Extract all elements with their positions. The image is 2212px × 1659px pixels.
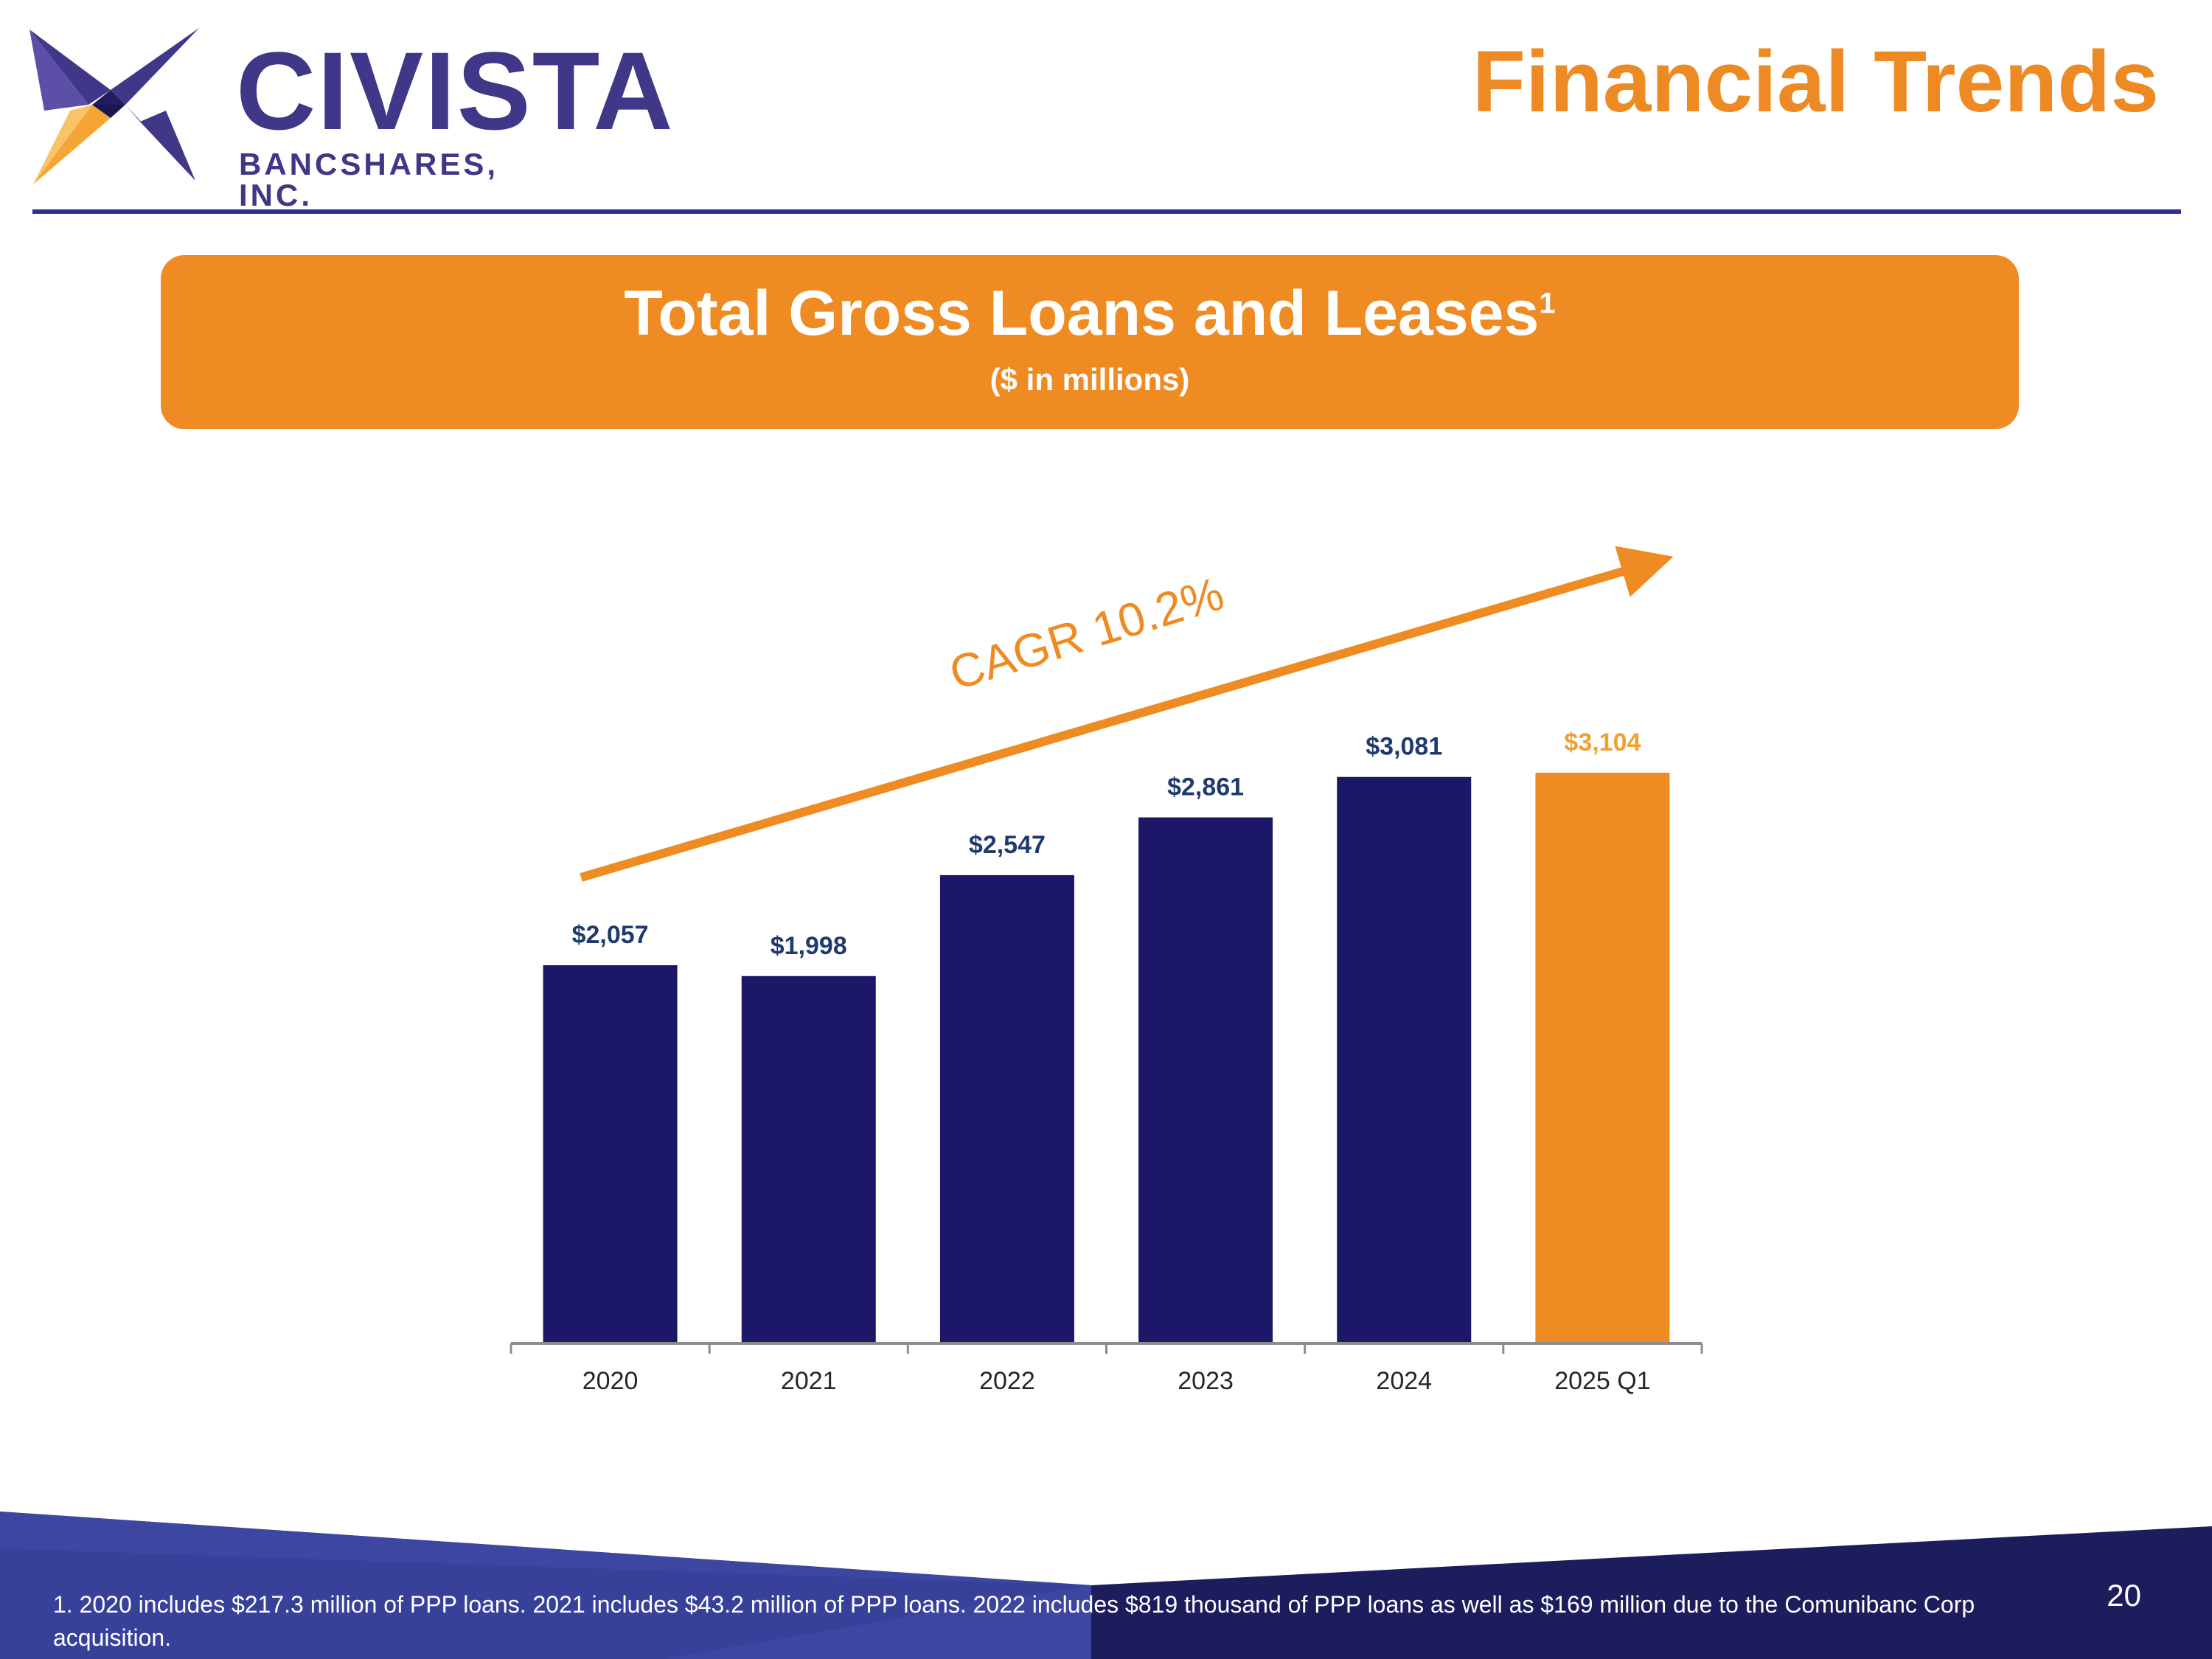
- cagr-label: CAGR 10.2%: [943, 566, 1229, 700]
- x-tick-label: 2021: [781, 1367, 837, 1395]
- data-label: $3,104: [1564, 728, 1641, 757]
- x-tick-label: 2020: [582, 1367, 639, 1395]
- bar-2020: [543, 965, 678, 1343]
- chart-subtitle: ($ in millions): [990, 362, 1190, 397]
- x-tick-label: 2025 Q1: [1554, 1367, 1650, 1395]
- x-tick-label: 2023: [1178, 1367, 1234, 1395]
- bar-2023: [1138, 817, 1273, 1343]
- chart-title-banner: Total Gross Loans and Leases1 ($ in mill…: [161, 255, 2019, 429]
- x-tick-label: 2024: [1376, 1367, 1432, 1395]
- footer-band: [0, 1512, 2212, 1659]
- chart-title-text: Total Gross Loans and Leases: [624, 278, 1540, 349]
- bar-2024: [1337, 776, 1472, 1343]
- footnote: 1. 2020 includes $217.3 million of PPP l…: [53, 1591, 1975, 1651]
- data-label: $3,081: [1366, 733, 1442, 761]
- title-divider: [32, 209, 2181, 214]
- data-label: $2,861: [1167, 773, 1244, 801]
- chart-title: Total Gross Loans and Leases1: [161, 282, 2019, 345]
- data-label: $2,057: [572, 921, 649, 949]
- page-number: 20: [2107, 1578, 2141, 1613]
- company-logo: CIVISTA BANCSHARES, INC.: [29, 22, 673, 211]
- bar-chart: CAGR 10.2% $2,057 $1,998 $2,547 $2,861 $3,08…: [509, 546, 1703, 1395]
- footnote-marker: 1: [1539, 287, 1556, 320]
- bar-2025-q1: [1535, 773, 1670, 1343]
- data-label: $2,547: [969, 831, 1046, 859]
- bar-2021: [741, 975, 876, 1343]
- brand-name: CIVISTA: [236, 29, 675, 153]
- data-label: $1,998: [771, 932, 847, 960]
- civista-star-logo-icon: [29, 28, 199, 184]
- brand-subname: BANCSHARES, INC.: [239, 147, 499, 212]
- x-tick-label: 2022: [979, 1367, 1035, 1395]
- trend-arrow-icon: [580, 546, 1674, 882]
- page-title: Financial Trends: [1472, 33, 2159, 131]
- bar-2022: [939, 874, 1074, 1343]
